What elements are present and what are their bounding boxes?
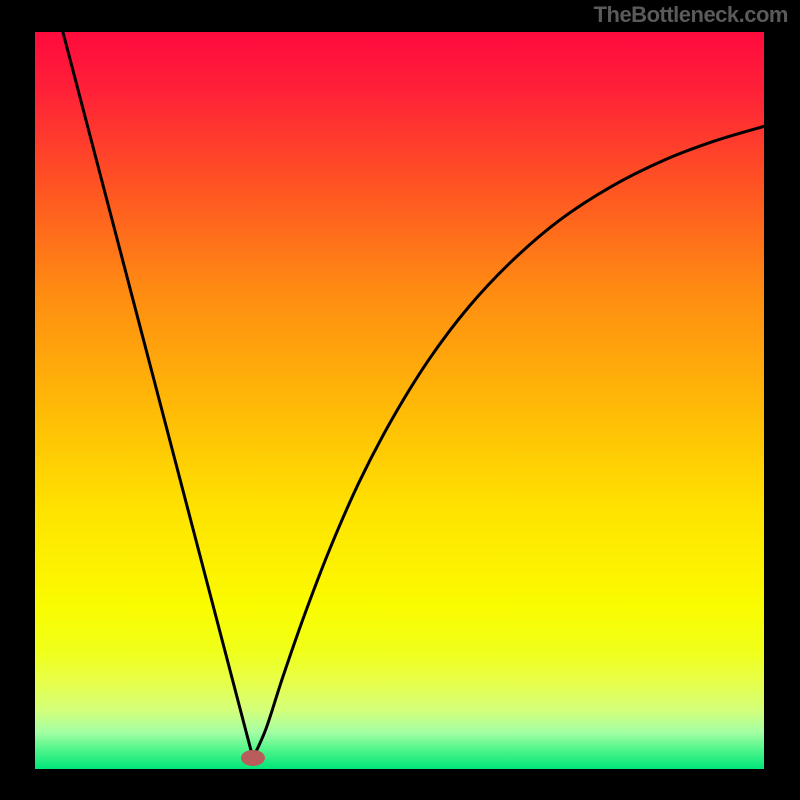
plot-area bbox=[35, 32, 764, 769]
gradient-background bbox=[35, 32, 764, 769]
watermark-text: TheBottleneck.com bbox=[594, 2, 788, 28]
chart-container: TheBottleneck.com bbox=[0, 0, 800, 800]
